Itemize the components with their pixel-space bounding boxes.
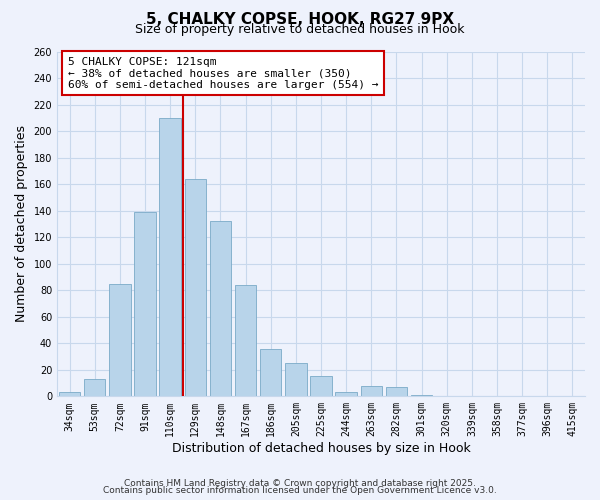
Bar — [386, 387, 407, 396]
Bar — [235, 285, 256, 397]
Bar — [185, 179, 206, 396]
Bar — [310, 376, 332, 396]
X-axis label: Distribution of detached houses by size in Hook: Distribution of detached houses by size … — [172, 442, 470, 455]
Y-axis label: Number of detached properties: Number of detached properties — [15, 126, 28, 322]
Bar — [361, 386, 382, 396]
Bar — [285, 363, 307, 396]
Bar — [59, 392, 80, 396]
Text: Contains HM Land Registry data © Crown copyright and database right 2025.: Contains HM Land Registry data © Crown c… — [124, 478, 476, 488]
Bar — [260, 348, 281, 397]
Bar — [109, 284, 131, 397]
Text: 5 CHALKY COPSE: 121sqm
← 38% of detached houses are smaller (350)
60% of semi-de: 5 CHALKY COPSE: 121sqm ← 38% of detached… — [68, 56, 378, 90]
Text: Size of property relative to detached houses in Hook: Size of property relative to detached ho… — [135, 22, 465, 36]
Bar — [160, 118, 181, 396]
Bar — [335, 392, 357, 396]
Bar — [84, 379, 106, 396]
Bar — [134, 212, 156, 396]
Bar — [411, 395, 432, 396]
Text: 5, CHALKY COPSE, HOOK, RG27 9PX: 5, CHALKY COPSE, HOOK, RG27 9PX — [146, 12, 454, 28]
Text: Contains public sector information licensed under the Open Government Licence v3: Contains public sector information licen… — [103, 486, 497, 495]
Bar — [210, 222, 231, 396]
